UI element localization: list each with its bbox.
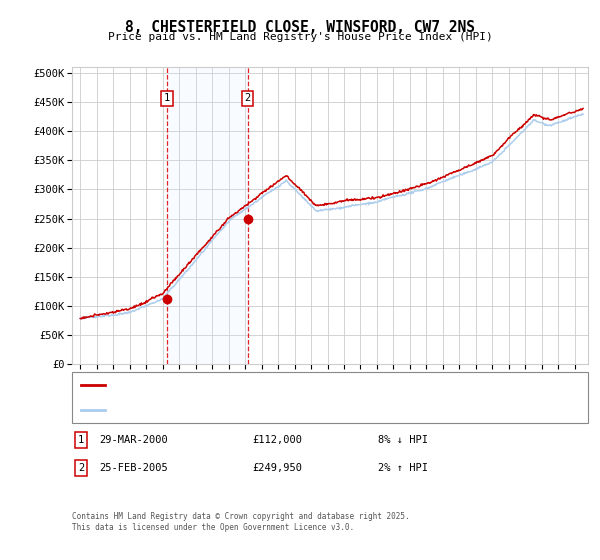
Text: 2: 2 [78, 463, 84, 473]
Bar [167, 67, 248, 364]
Text: £249,950: £249,950 [252, 463, 302, 473]
Text: Price paid vs. HM Land Registry's House Price Index (HPI): Price paid vs. HM Land Registry's House … [107, 32, 493, 43]
Text: 25-FEB-2005: 25-FEB-2005 [99, 463, 168, 473]
Text: 2% ↑ HPI: 2% ↑ HPI [378, 463, 428, 473]
Text: 1: 1 [164, 94, 170, 104]
Text: 1: 1 [78, 435, 84, 445]
Text: 2: 2 [244, 94, 251, 104]
Text: 8, CHESTERFIELD CLOSE, WINSFORD, CW7 2NS (detached house): 8, CHESTERFIELD CLOSE, WINSFORD, CW7 2NS… [111, 380, 439, 389]
Text: HPI: Average price, detached house, Cheshire West and Chester: HPI: Average price, detached house, Ches… [111, 406, 462, 415]
Text: 8% ↓ HPI: 8% ↓ HPI [378, 435, 428, 445]
Text: £112,000: £112,000 [252, 435, 302, 445]
Text: 29-MAR-2000: 29-MAR-2000 [99, 435, 168, 445]
Text: Contains HM Land Registry data © Crown copyright and database right 2025.
This d: Contains HM Land Registry data © Crown c… [72, 512, 410, 532]
Text: 8, CHESTERFIELD CLOSE, WINSFORD, CW7 2NS: 8, CHESTERFIELD CLOSE, WINSFORD, CW7 2NS [125, 20, 475, 35]
